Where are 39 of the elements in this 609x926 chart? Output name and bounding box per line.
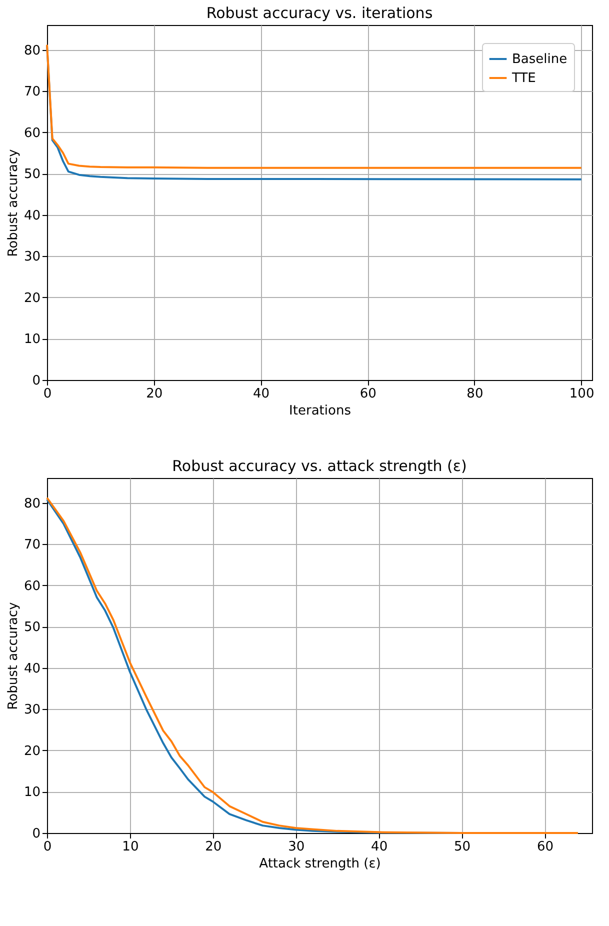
legend-label: Baseline [512, 52, 568, 67]
y-tick-label: 0 [32, 374, 40, 388]
x-tick-label: 100 [569, 386, 594, 402]
y-tick-label: 60 [24, 126, 40, 141]
x-axis-title: Iterations [289, 404, 352, 418]
y-tick-label: 70 [24, 538, 40, 553]
x-tick-label: 10 [122, 840, 139, 854]
x-tick-label: 80 [466, 386, 484, 402]
y-tick-label: 0 [32, 826, 40, 842]
y-axis-title: Robust accuracy [6, 602, 21, 710]
y-axis-title: Robust accuracy [6, 148, 21, 257]
x-axis-title: Attack strength (ε) [259, 856, 381, 872]
x-tick-label: 40 [371, 840, 388, 854]
x-tick-label: 20 [205, 840, 222, 854]
y-tick-label: 70 [24, 84, 40, 100]
y-tick-label: 10 [24, 332, 40, 348]
x-tick-label: 60 [536, 840, 554, 854]
y-tick-label: 50 [24, 620, 40, 636]
chart-title: Robust accuracy vs. attack strength (ε) [172, 457, 467, 475]
x-tick-label: 40 [252, 386, 270, 402]
y-tick-label: 40 [24, 661, 40, 676]
x-tick-label: 50 [454, 840, 471, 854]
y-tick-label: 40 [24, 208, 40, 224]
y-tick-label: 50 [24, 167, 40, 182]
y-tick-label: 30 [24, 250, 40, 265]
x-tick-label: 20 [146, 386, 163, 402]
legend-label: TTE [511, 71, 536, 86]
y-tick-label: 20 [24, 744, 40, 759]
y-tick-label: 30 [24, 702, 40, 718]
y-tick-label: 80 [24, 496, 40, 512]
chart-title: Robust accuracy vs. iterations [206, 4, 433, 22]
x-tick-label: 0 [43, 840, 52, 854]
x-tick-label: 30 [288, 840, 305, 854]
y-tick-label: 80 [24, 43, 40, 58]
y-tick-label: 20 [24, 290, 40, 306]
y-tick-label: 10 [24, 785, 40, 800]
x-tick-label: 0 [43, 386, 52, 402]
x-tick-label: 60 [360, 386, 376, 402]
y-tick-label: 60 [24, 578, 40, 594]
